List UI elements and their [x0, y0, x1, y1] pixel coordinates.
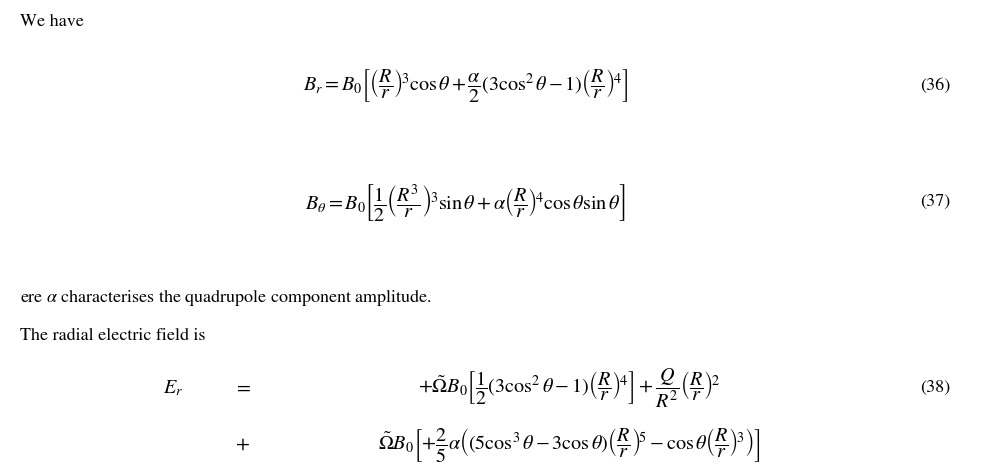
Text: $=$: $=$: [234, 379, 251, 397]
Text: $E_r$: $E_r$: [163, 378, 183, 398]
Text: We have: We have: [20, 14, 84, 30]
Text: $\tilde{\Omega}B_0\left[+\dfrac{2}{5}\alpha\left((5\cos^3\theta - 3\cos\theta)\l: $\tilde{\Omega}B_0\left[+\dfrac{2}{5}\al…: [378, 426, 760, 464]
Text: (36): (36): [920, 78, 950, 94]
Text: (37): (37): [920, 194, 950, 210]
Text: $+$: $+$: [235, 436, 250, 454]
Text: $B_r = B_0\left[\left(\dfrac{R}{r}\right)^{\!3}\cos\theta + \dfrac{\alpha}{2}(3\: $B_r = B_0\left[\left(\dfrac{R}{r}\right…: [303, 67, 628, 104]
Text: ere $\alpha$ characterises the quadrupole component amplitude.: ere $\alpha$ characterises the quadrupol…: [20, 287, 432, 308]
Text: The radial electric field is: The radial electric field is: [20, 327, 205, 344]
Text: $B_\theta = B_0\left[\dfrac{1}{2}\left(\dfrac{R^3}{r}\right)^{\!3}\sin\theta + \: $B_\theta = B_0\left[\dfrac{1}{2}\left(\…: [305, 182, 626, 223]
Text: (38): (38): [920, 380, 950, 396]
Text: $+\tilde{\Omega}B_0\left[\dfrac{1}{2}(3\cos^2\theta - 1)\left(\dfrac{R}{r}\right: $+\tilde{\Omega}B_0\left[\dfrac{1}{2}(3\…: [418, 366, 721, 410]
